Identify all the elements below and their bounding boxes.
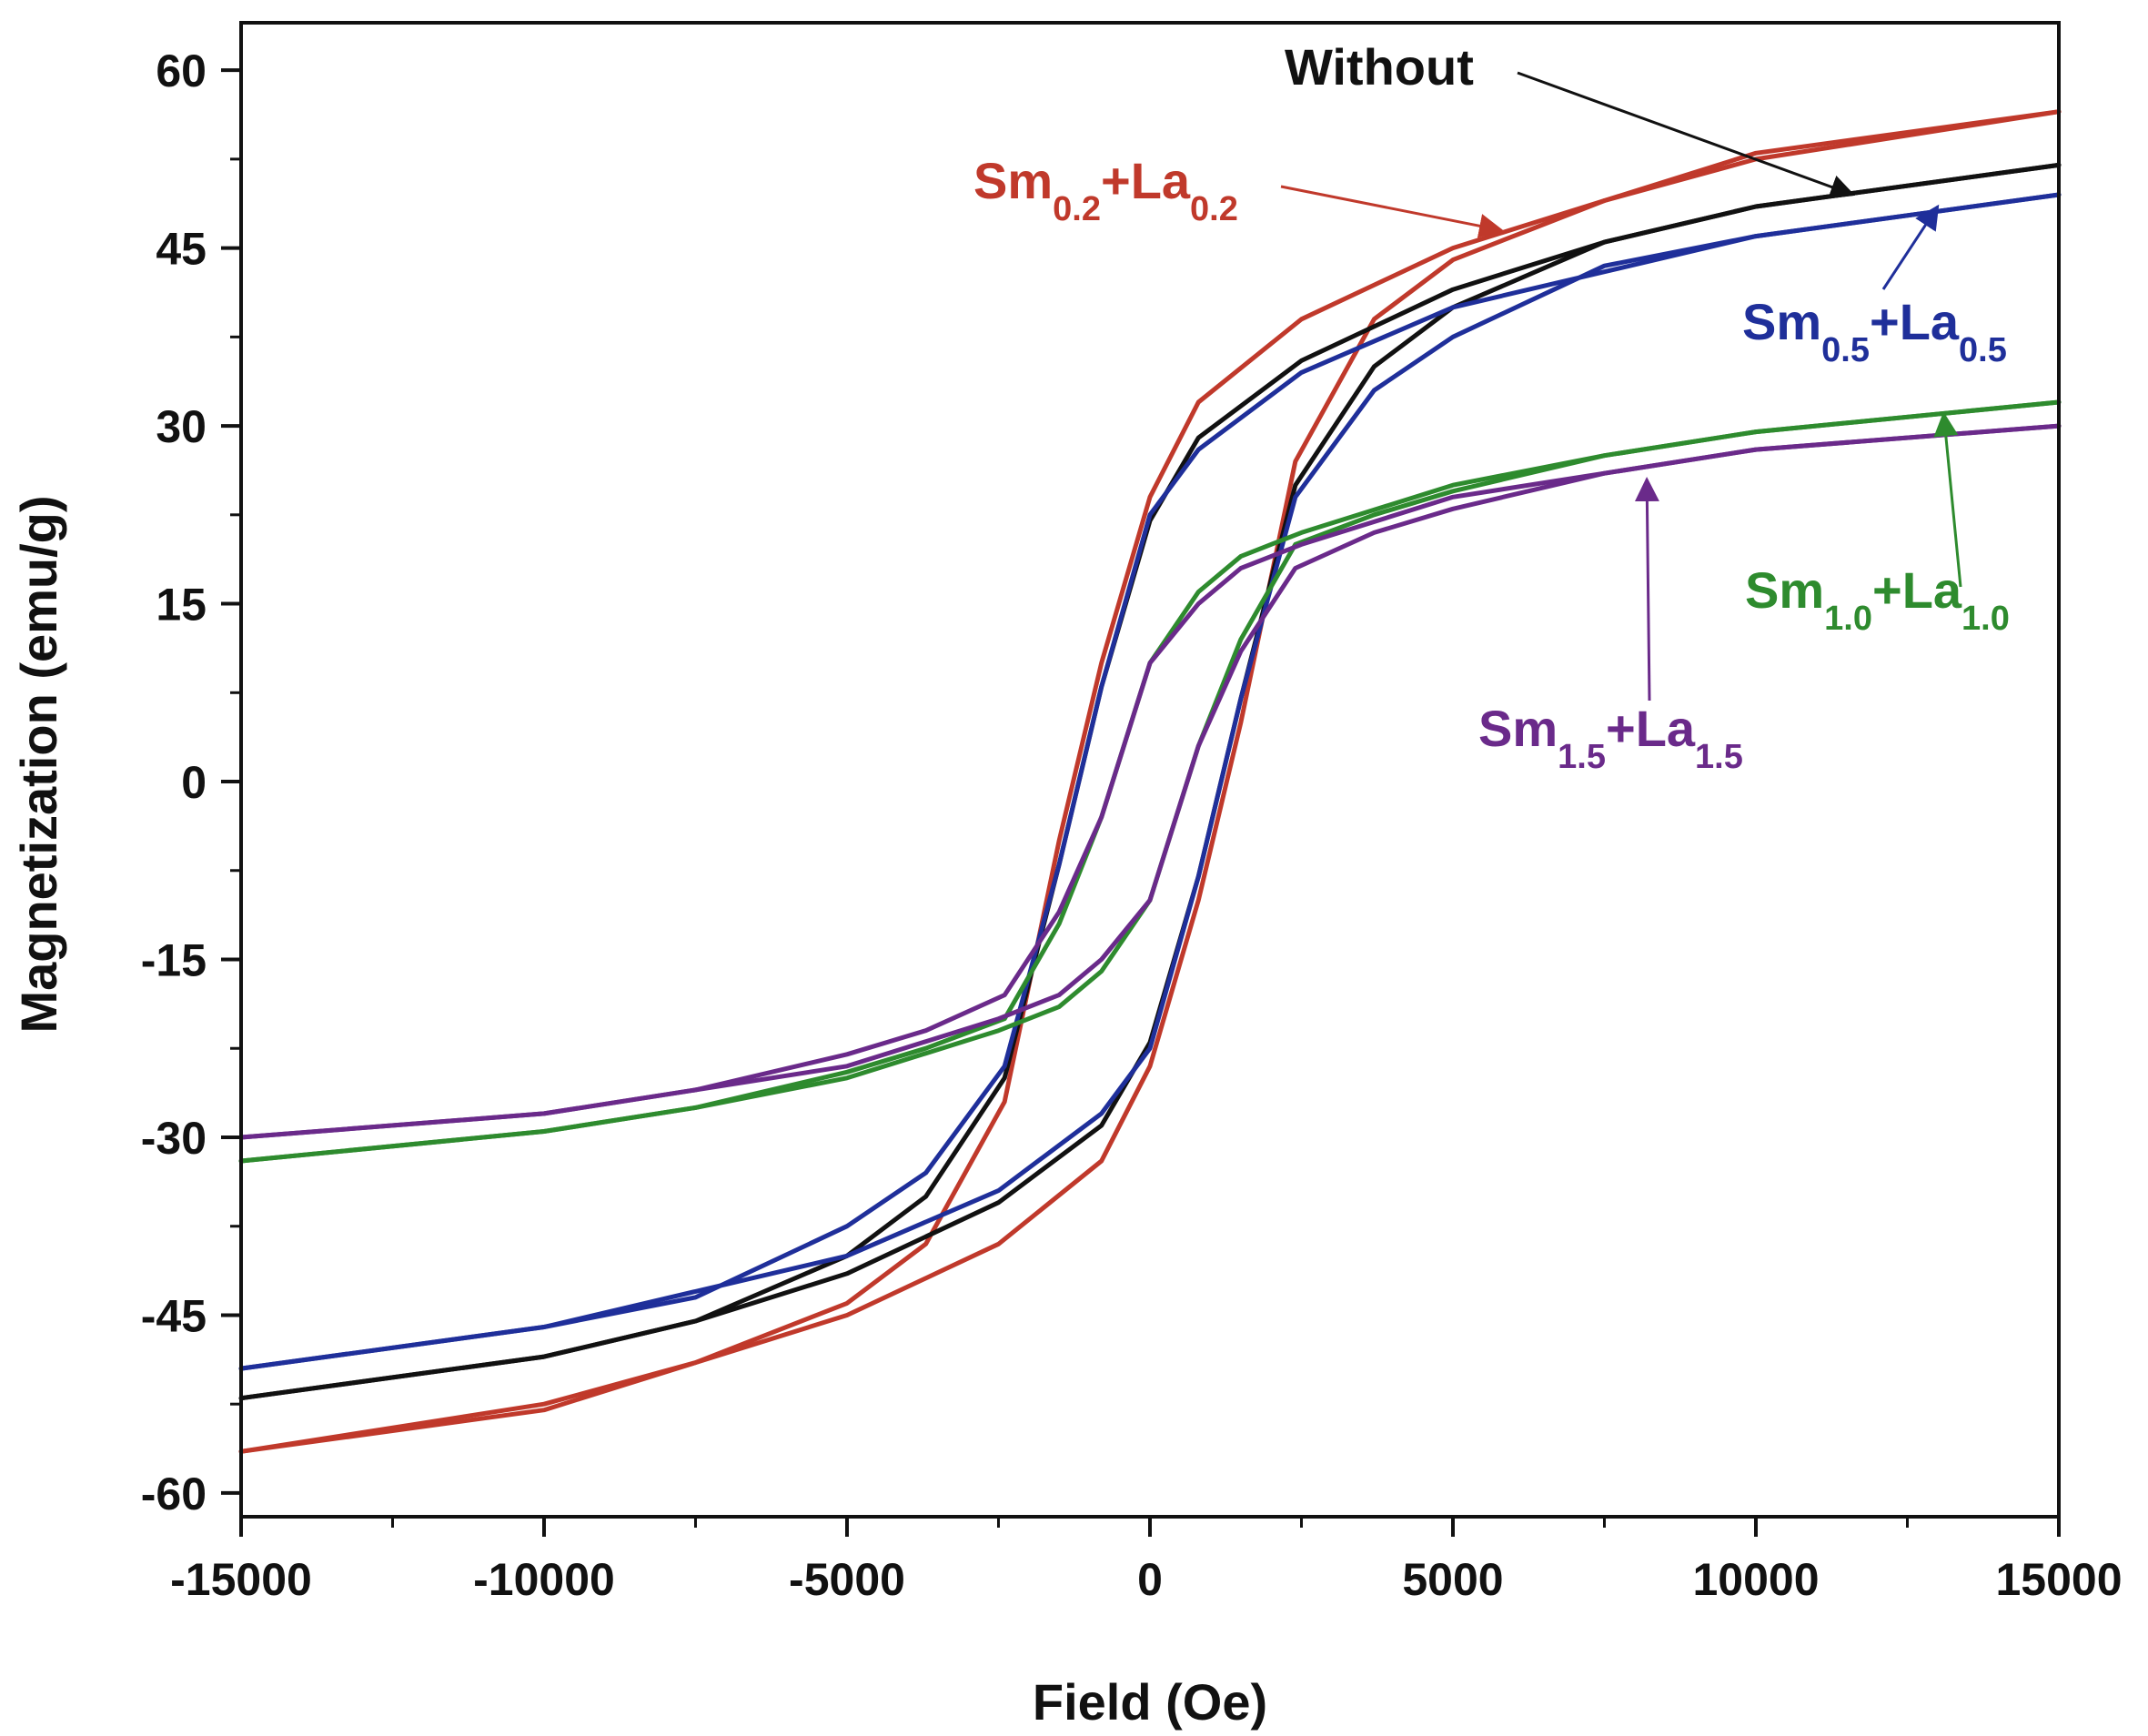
arrow-sm0-5-la0-5 <box>1881 204 1940 290</box>
y-tick-label: -15 <box>141 935 207 986</box>
label-without: Without <box>1285 38 1474 96</box>
label-sm02-la02: Sm0.2+La0.2 <box>973 152 1238 228</box>
x-tick-label: 10000 <box>1692 1554 1819 1605</box>
x-tick-label: 0 <box>1137 1554 1163 1605</box>
label-sm10-sub2: 1.0 <box>1961 600 2010 638</box>
x-tick-label: 15000 <box>1995 1554 2122 1605</box>
label-sm05-sub1: 0.5 <box>1821 331 1870 369</box>
arrow-sm1-5-la1-5 <box>1634 477 1659 701</box>
plot-frame <box>239 21 2061 1519</box>
label-sm10-main: Sm <box>1745 561 1824 619</box>
label-without-text: Without <box>1285 38 1474 96</box>
arrow-without <box>1517 71 1856 199</box>
label-sm10-sub1: 1.0 <box>1824 600 1872 638</box>
label-sm02-sub2: 0.2 <box>1190 190 1238 228</box>
curve-sm0-5-la0-5-ascending <box>238 192 2062 1371</box>
curve-sm0-2-la0-2-descending <box>238 109 2062 1454</box>
y-tick-label: -60 <box>141 1469 207 1519</box>
label-sm10-la10: Sm1.0+La1.0 <box>1745 561 2010 638</box>
y-tick-label: -45 <box>141 1290 207 1341</box>
y-axis-title: Magnetization (emu/g) <box>10 495 67 1033</box>
x-tick-label: -5000 <box>789 1554 905 1605</box>
label-sm02-mid: +La <box>1101 152 1191 209</box>
label-sm05-la05: Sm0.5+La0.5 <box>1742 293 2007 369</box>
x-tick-labels: -15000 -10000 -5000 0 5000 10000 15000 <box>170 1554 2122 1605</box>
label-sm05-sub2: 0.5 <box>1959 331 2007 369</box>
x-tick-label: 5000 <box>1402 1554 1503 1605</box>
y-tick-label: 0 <box>181 757 207 808</box>
label-sm15-sub2: 1.5 <box>1695 738 1743 776</box>
curve-sm1-5-la1-5-descending <box>238 423 2062 1140</box>
curve-sm0-2-la0-2-ascending <box>238 109 2062 1454</box>
y-tick-label: -30 <box>141 1113 207 1164</box>
curve-sm0-5-la0-5-descending <box>238 192 2062 1371</box>
y-tick-labels: -60 -45 -30 -15 0 15 30 45 60 <box>141 45 207 1519</box>
curves-layer <box>238 109 2062 1454</box>
arrow-sm1-0-la1-0 <box>1933 411 1962 588</box>
label-sm15-la15: Sm1.5+La1.5 <box>1478 700 1743 776</box>
label-sm02-sub1: 0.2 <box>1053 190 1101 228</box>
y-tick-label: 30 <box>156 401 207 452</box>
y-tick-label: 60 <box>156 45 207 96</box>
label-sm05-mid: +La <box>1870 293 1960 350</box>
label-sm05-main: Sm <box>1742 293 1821 350</box>
x-tick-label: -15000 <box>170 1554 312 1605</box>
y-tick-label: 15 <box>156 580 207 631</box>
label-sm15-main: Sm <box>1478 700 1558 757</box>
label-sm15-mid: +La <box>1606 700 1696 757</box>
label-sm10-mid: +La <box>1872 561 1962 619</box>
x-axis-title: Field (Oe) <box>1033 1673 1267 1731</box>
y-tick-label: 45 <box>156 224 207 275</box>
arrow-sm0-2-la0-2 <box>1280 185 1504 238</box>
curve-sm1-5-la1-5-ascending <box>238 423 2062 1140</box>
arrows-layer <box>1280 71 1962 701</box>
x-tick-label: -10000 <box>473 1554 615 1605</box>
label-sm02-main: Sm <box>973 152 1053 209</box>
label-sm15-sub1: 1.5 <box>1558 738 1606 776</box>
